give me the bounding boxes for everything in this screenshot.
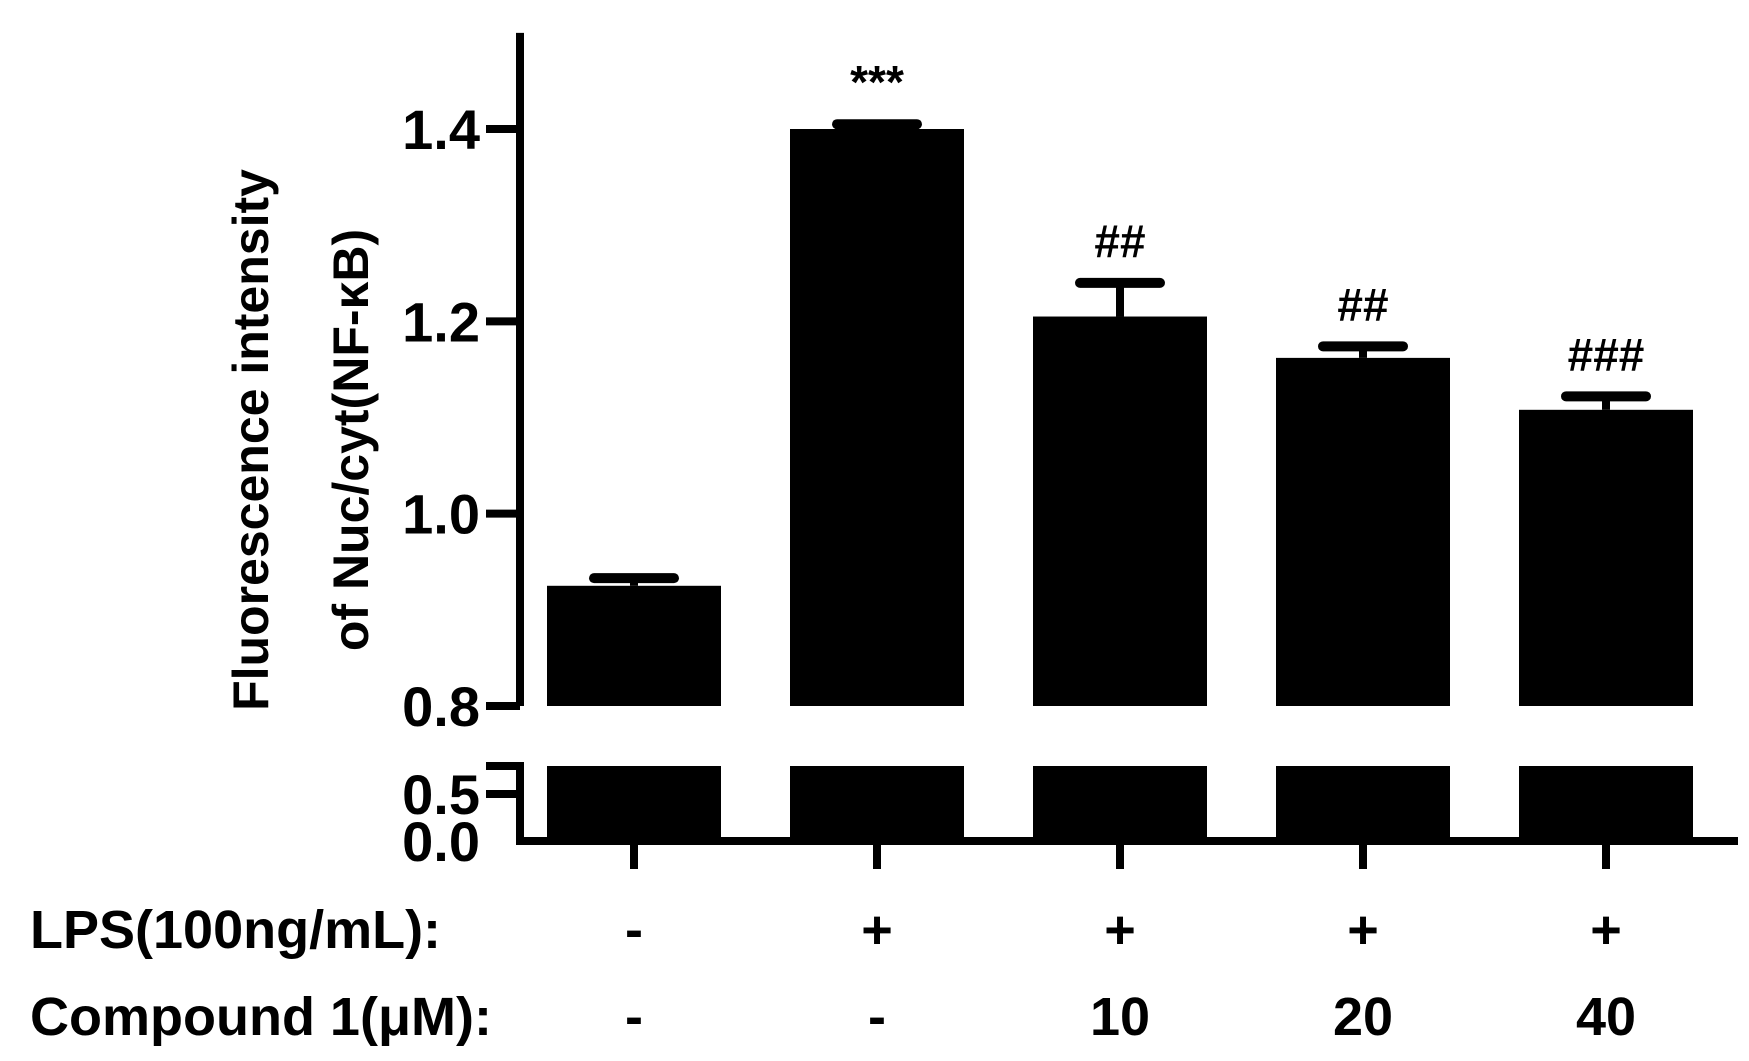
- y-tick-label: 0.0: [402, 810, 480, 873]
- condition-value-lps: +: [1347, 900, 1379, 960]
- condition-row-label-lps: LPS(100ng/mL):: [30, 900, 441, 960]
- significance-label: ##: [1094, 215, 1145, 267]
- y-tick-label: 0.8: [402, 675, 480, 738]
- bar: [790, 129, 964, 706]
- y-tick-label: 1.4: [402, 98, 480, 161]
- bar-lower: [790, 766, 964, 841]
- bar: [1276, 357, 1450, 706]
- condition-value-compound: 40: [1576, 987, 1636, 1047]
- condition-value-compound: -: [868, 987, 886, 1047]
- condition-value-lps: +: [1104, 900, 1136, 960]
- condition-value-compound: 20: [1333, 987, 1393, 1047]
- condition-value-lps: -: [625, 900, 643, 960]
- condition-value-lps: +: [1590, 900, 1622, 960]
- bar-lower: [1519, 766, 1693, 841]
- labels: Fluorescence intensity of Nuc/cyt(NF-κB)…: [30, 169, 492, 1047]
- bar: [1519, 409, 1693, 706]
- significance-label: ##: [1337, 278, 1388, 330]
- bar: [1033, 316, 1207, 706]
- y-tick-label: 1.2: [402, 290, 480, 353]
- bar-lower: [1033, 766, 1207, 841]
- significance-label: ***: [850, 56, 904, 108]
- condition-value-lps: +: [861, 900, 893, 960]
- bar-lower: [1276, 766, 1450, 841]
- bar: [547, 585, 721, 706]
- condition-value-compound: -: [625, 987, 643, 1047]
- y-axis-label-line-2: of Nuc/cyt(NF-κB): [323, 229, 379, 651]
- significance-label: ###: [1568, 328, 1645, 380]
- condition-value-compound: 10: [1090, 987, 1150, 1047]
- chart-marks: 0.8 1.0 1.2 1.4 0.00.5 - - *** + - ## +10 ## +20 ### +4…: [402, 32, 1738, 1047]
- condition-row-label-compound: Compound 1(μM):: [30, 987, 492, 1047]
- y-axis-label-line-1: Fluorescence intensity: [223, 169, 279, 711]
- y-tick-label: 0.5: [402, 763, 480, 826]
- bar-lower: [547, 766, 721, 841]
- y-tick-label: 1.0: [402, 483, 480, 546]
